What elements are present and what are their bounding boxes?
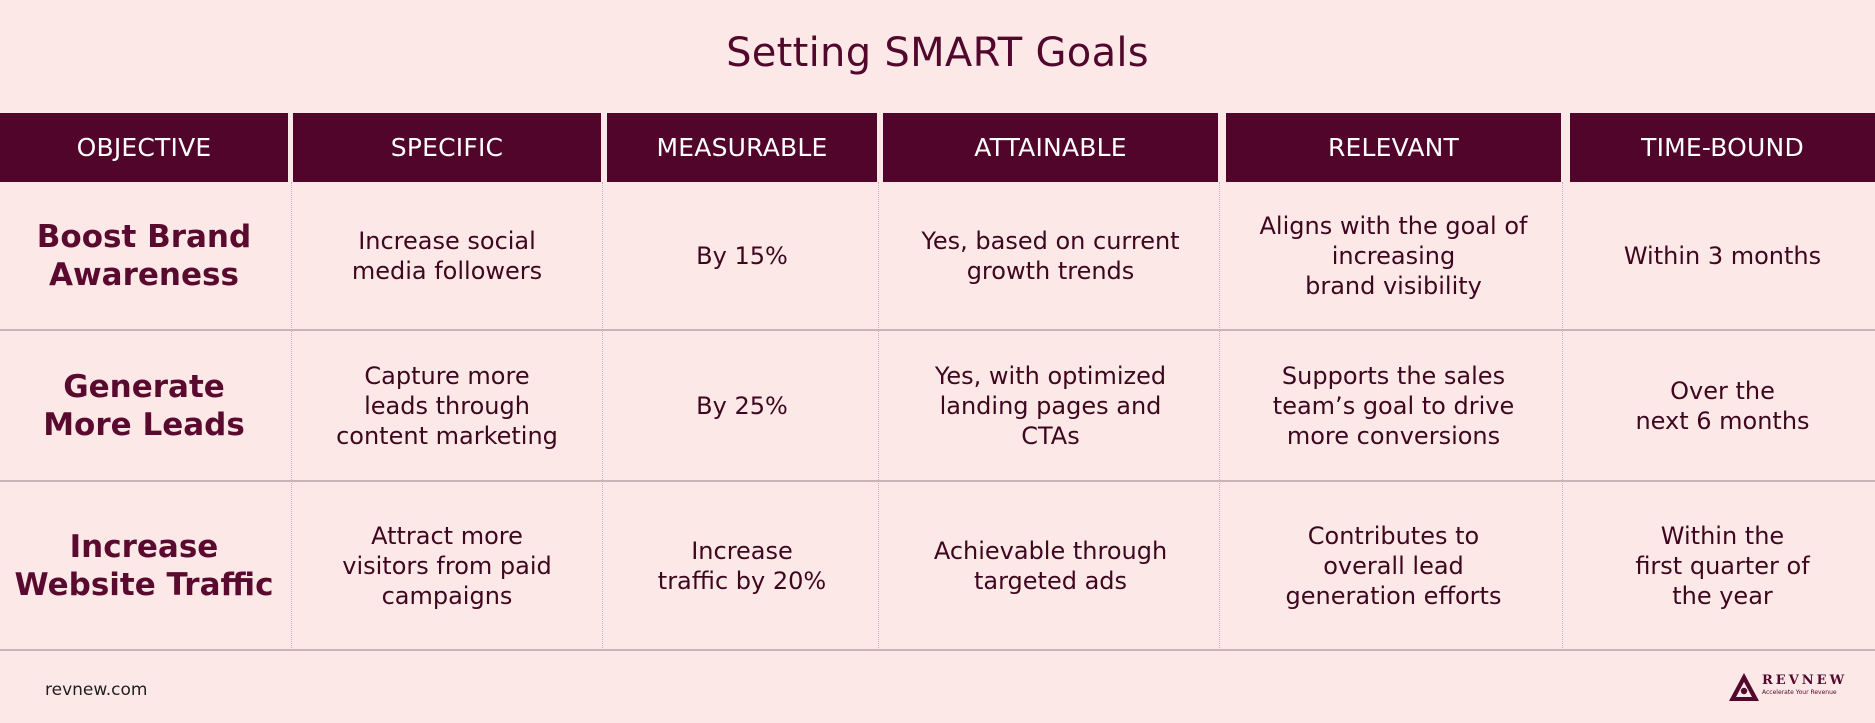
column-divider [602, 182, 603, 650]
column-header-objective: OBJECTIVE [0, 113, 288, 182]
column-header-specific: SPECIFIC [293, 113, 601, 182]
objective-cell: Generate More Leads [43, 368, 245, 443]
time-bound-cell: Within the first quarter of the year [1635, 521, 1810, 610]
logo-wordmark: REVNEW [1762, 673, 1848, 688]
column-header-relevant: RELEVANT [1226, 113, 1561, 182]
specific-cell: Attract more visitors from paid campaign… [342, 521, 552, 610]
column-divider [1562, 182, 1563, 650]
logo-tagline: Accelerate Your Revenue [1762, 689, 1837, 696]
table-row: Increase Website Traffic Attract more vi… [0, 482, 1875, 649]
attainable-cell: Achievable through targeted ads [933, 536, 1168, 595]
objective-cell: Boost Brand Awareness [36, 218, 252, 293]
time-bound-cell: Within 3 months [1623, 241, 1822, 270]
relevant-cell: Supports the sales team’s goal to drive … [1272, 361, 1515, 450]
column-divider [878, 182, 879, 650]
footer-url[interactable]: revnew.com [45, 680, 148, 700]
table-row: Generate More Leads Capture more leads t… [0, 331, 1875, 480]
row-divider [0, 649, 1875, 651]
column-divider [291, 182, 292, 650]
attainable-cell: Yes, based on current growth trends [921, 226, 1180, 285]
specific-cell: Increase social media followers [351, 226, 543, 285]
specific-cell: Capture more leads through content marke… [336, 361, 558, 450]
attainable-cell: Yes, with optimized landing pages and CT… [934, 361, 1167, 450]
revnew-logo-icon [1729, 673, 1759, 701]
row-divider [0, 480, 1875, 482]
column-header-attainable: ATTAINABLE [883, 113, 1218, 182]
column-header-measurable: MEASURABLE [607, 113, 877, 182]
relevant-cell: Aligns with the goal of increasing brand… [1259, 211, 1528, 300]
measurable-cell: Increase traffic by 20% [657, 536, 827, 595]
table-row: Boost Brand Awareness Increase social me… [0, 182, 1875, 329]
row-divider [0, 329, 1875, 331]
measurable-cell: By 15% [696, 241, 788, 270]
relevant-cell: Contributes to overall lead generation e… [1285, 521, 1502, 610]
table-header: OBJECTIVE SPECIFIC MEASURABLE ATTAINABLE… [0, 113, 1875, 182]
page-title: Setting SMART Goals [726, 30, 1149, 76]
objective-cell: Increase Website Traffic [14, 528, 274, 603]
column-divider [1219, 182, 1220, 650]
column-header-time-bound: TIME-BOUND [1570, 113, 1875, 182]
brand-logo: REVNEW Accelerate Your Revenue [1728, 671, 1848, 707]
measurable-cell: By 25% [696, 391, 788, 420]
time-bound-cell: Over the next 6 months [1635, 376, 1810, 435]
